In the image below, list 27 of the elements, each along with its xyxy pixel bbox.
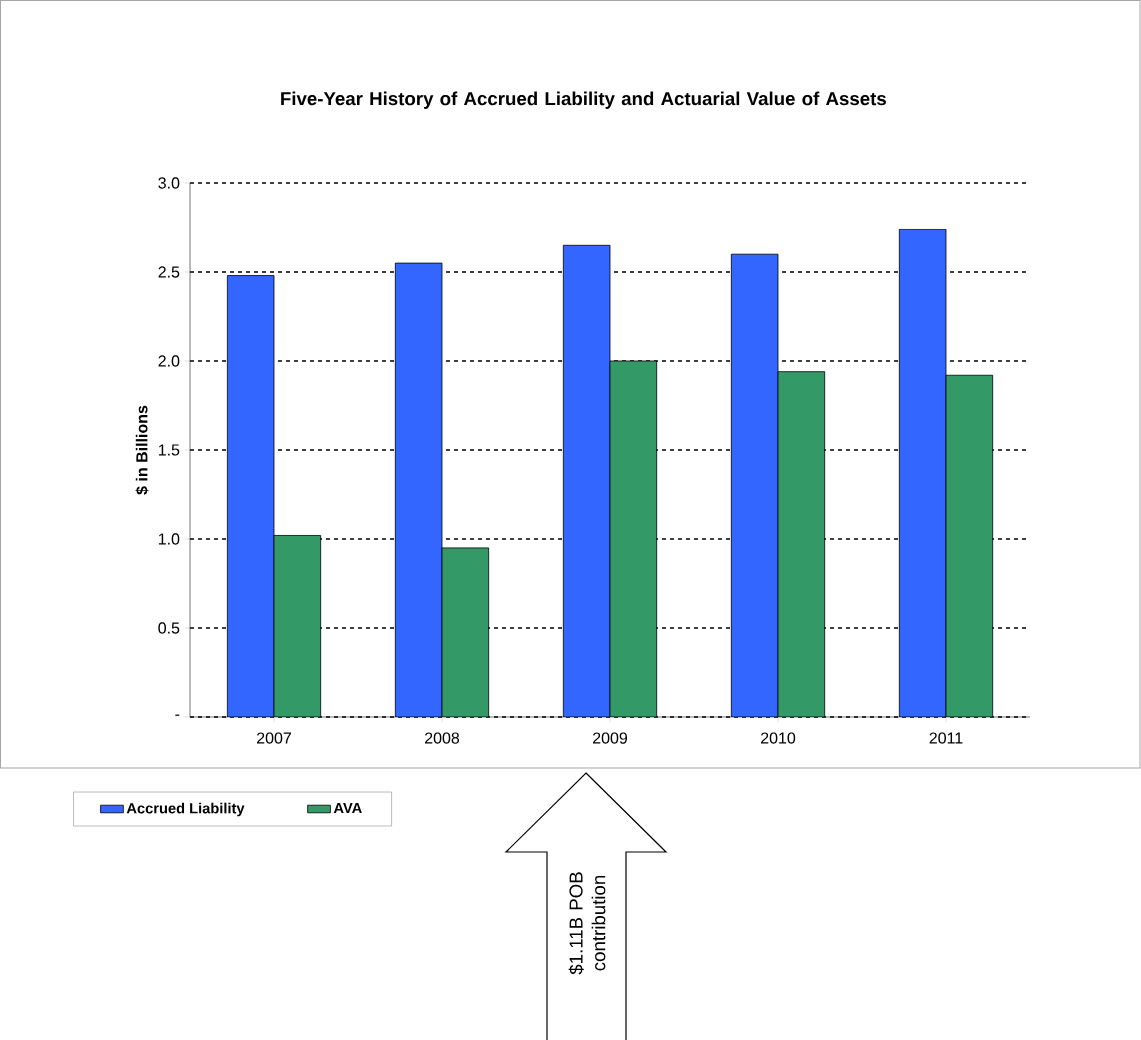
y-tick-label: 0.5	[158, 622, 180, 634]
y-axis-title: $ in Billions	[135, 405, 149, 495]
bar	[394, 262, 443, 717]
x-tick-label: 2009	[593, 732, 628, 744]
x-tick-label: 2011	[929, 732, 963, 744]
x-tick-label: 2008	[425, 732, 460, 744]
bar	[945, 374, 994, 717]
bar	[730, 253, 779, 717]
x-tick-label: 2007	[257, 732, 291, 744]
y-tick-label: 2.5	[158, 266, 180, 278]
y-tick-label: 2.0	[158, 355, 180, 367]
x-tick-label: 2010	[761, 732, 796, 744]
y-tick-label: 3.0	[158, 177, 180, 189]
bar	[226, 275, 275, 717]
bar	[441, 547, 490, 717]
bar	[609, 360, 658, 717]
y-tick-label: -	[175, 714, 180, 716]
bar	[562, 244, 611, 717]
y-tick-label: 1.5	[158, 444, 180, 456]
chart-title: Five-Year History of Accrued Liability and Actuarial Value of Assets	[281, 91, 886, 109]
bar	[898, 228, 947, 717]
y-tick-label: 1.0	[158, 533, 180, 545]
legend-label: AVA	[333, 802, 362, 814]
legend-label: Accrued Liability	[126, 802, 245, 817]
bar	[777, 371, 826, 717]
bar	[273, 535, 322, 717]
text: $1.11B POB contribution	[568, 872, 606, 975]
